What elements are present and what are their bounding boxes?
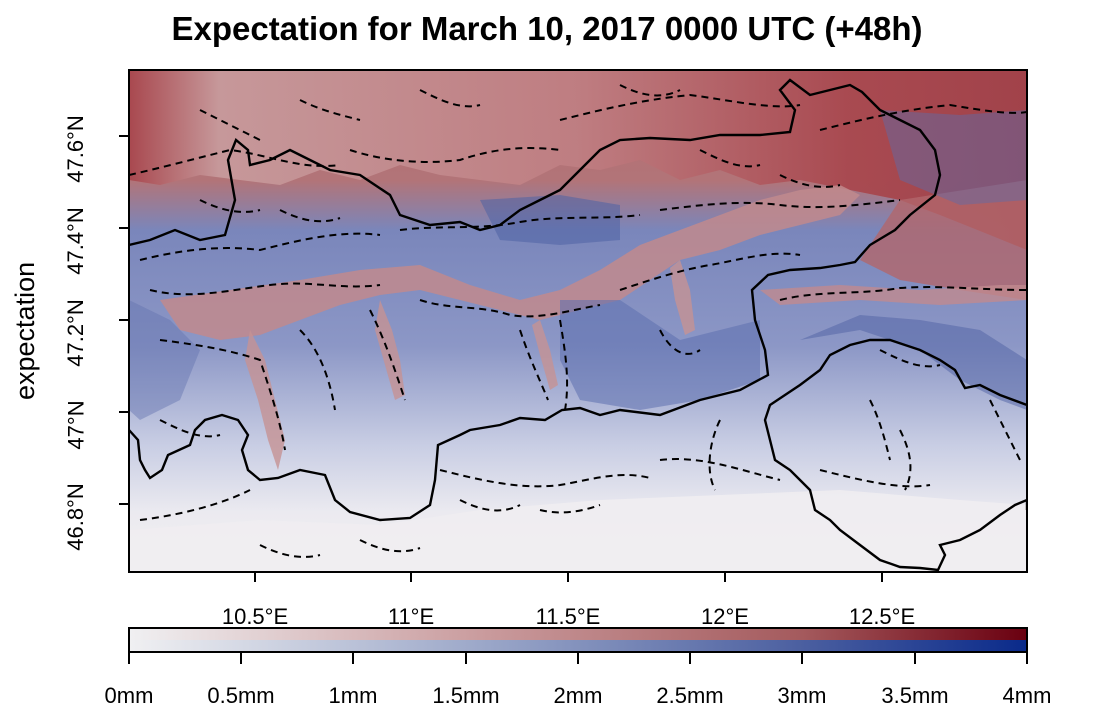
y-axis-ticks	[119, 135, 129, 505]
colorbar-tick-label: 0.5mm	[207, 683, 275, 708]
colorbar-tick-label: 3mm	[777, 683, 827, 708]
x-tick-label: 11.5°E	[535, 604, 601, 629]
x-tick-label: 10.5°E	[221, 604, 289, 629]
precipitation-field	[129, 70, 1027, 572]
x-tick-label: 11°E	[387, 604, 435, 629]
x-tick-label: 12.5°E	[848, 604, 916, 629]
colorbar-tick-label: 0mm	[104, 683, 154, 708]
colorbar-upper	[129, 628, 1027, 640]
x-axis-ticks	[254, 572, 883, 582]
colorbar	[128, 627, 1028, 664]
colorbar-lower	[129, 640, 1027, 652]
colorbar-tick-label: 4mm	[1002, 683, 1052, 708]
x-tick-label: 12°E	[701, 604, 749, 629]
colorbar-tick-label: 1.5mm	[432, 683, 500, 708]
dashed-contours	[129, 84, 1027, 558]
colorbar-tick-label: 3.5mm	[881, 683, 949, 708]
country-borders	[129, 78, 1027, 572]
colorbar-tick-label: 2.5mm	[656, 683, 724, 708]
colorbar-tick-label: 2mm	[553, 683, 603, 708]
colorbar-tick-label: 1mm	[328, 683, 378, 708]
map-title: Expectation for March 10, 2017 0000 UTC …	[171, 10, 923, 47]
